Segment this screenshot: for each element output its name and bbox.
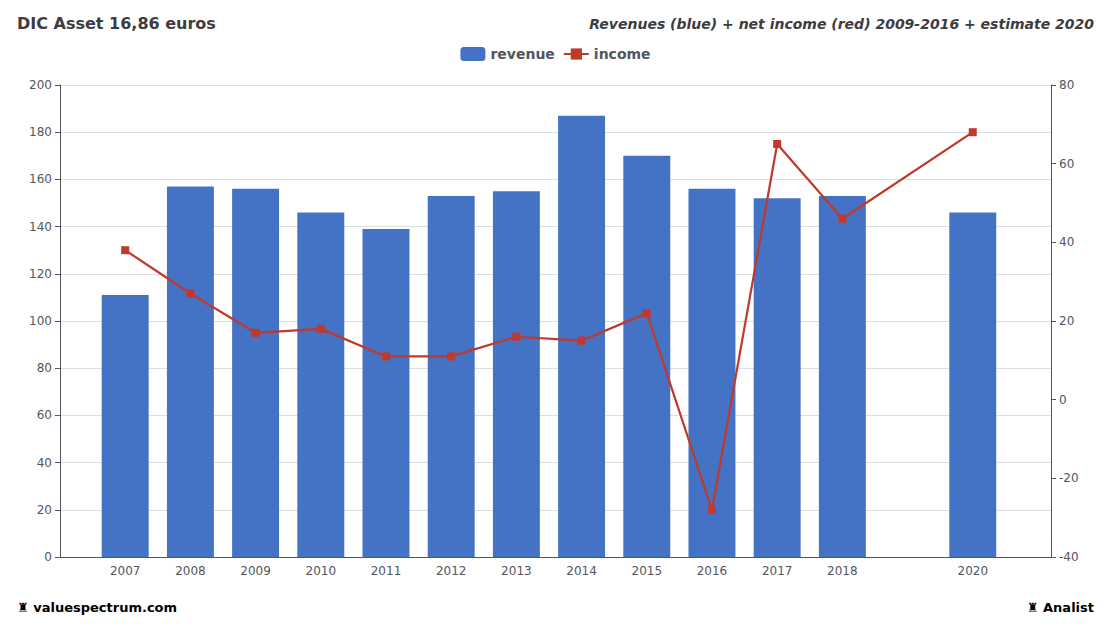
svg-text:revenue: revenue (490, 46, 554, 62)
svg-text:2017: 2017 (762, 564, 793, 578)
svg-text:income: income (594, 46, 651, 62)
svg-text:180: 180 (29, 125, 52, 139)
svg-text:2016: 2016 (697, 564, 728, 578)
svg-text:2009: 2009 (240, 564, 271, 578)
svg-text:2014: 2014 (566, 564, 597, 578)
svg-text:40: 40 (37, 456, 52, 470)
svg-text:2008: 2008 (175, 564, 206, 578)
svg-text:2012: 2012 (436, 564, 467, 578)
svg-text:2010: 2010 (306, 564, 337, 578)
svg-text:2013: 2013 (501, 564, 532, 578)
svg-text:2015: 2015 (632, 564, 663, 578)
svg-text:120: 120 (29, 267, 52, 281)
svg-text:20: 20 (37, 503, 52, 517)
svg-text:♜ Analist: ♜ Analist (1027, 600, 1094, 615)
svg-text:0: 0 (1059, 393, 1067, 407)
svg-text:-40: -40 (1059, 550, 1079, 564)
svg-text:0: 0 (44, 550, 52, 564)
svg-text:2011: 2011 (371, 564, 402, 578)
svg-text:40: 40 (1059, 235, 1074, 249)
svg-text:2018: 2018 (827, 564, 858, 578)
svg-text:160: 160 (29, 172, 52, 186)
svg-text:60: 60 (37, 408, 52, 422)
svg-text:140: 140 (29, 220, 52, 234)
svg-text:-20: -20 (1059, 471, 1079, 485)
svg-text:80: 80 (37, 361, 52, 375)
svg-text:200: 200 (29, 78, 52, 92)
svg-text:100: 100 (29, 314, 52, 328)
svg-text:Revenues (blue) + net income (: Revenues (blue) + net income (red) 2009-… (589, 16, 1094, 32)
svg-text:2007: 2007 (110, 564, 141, 578)
svg-text:60: 60 (1059, 157, 1074, 171)
svg-text:DIC Asset 16,86 euros: DIC Asset 16,86 euros (17, 14, 216, 33)
svg-text:♜ valuespectrum.com: ♜ valuespectrum.com (17, 600, 177, 615)
svg-text:80: 80 (1059, 78, 1074, 92)
svg-text:20: 20 (1059, 314, 1074, 328)
svg-text:2020: 2020 (957, 564, 988, 578)
